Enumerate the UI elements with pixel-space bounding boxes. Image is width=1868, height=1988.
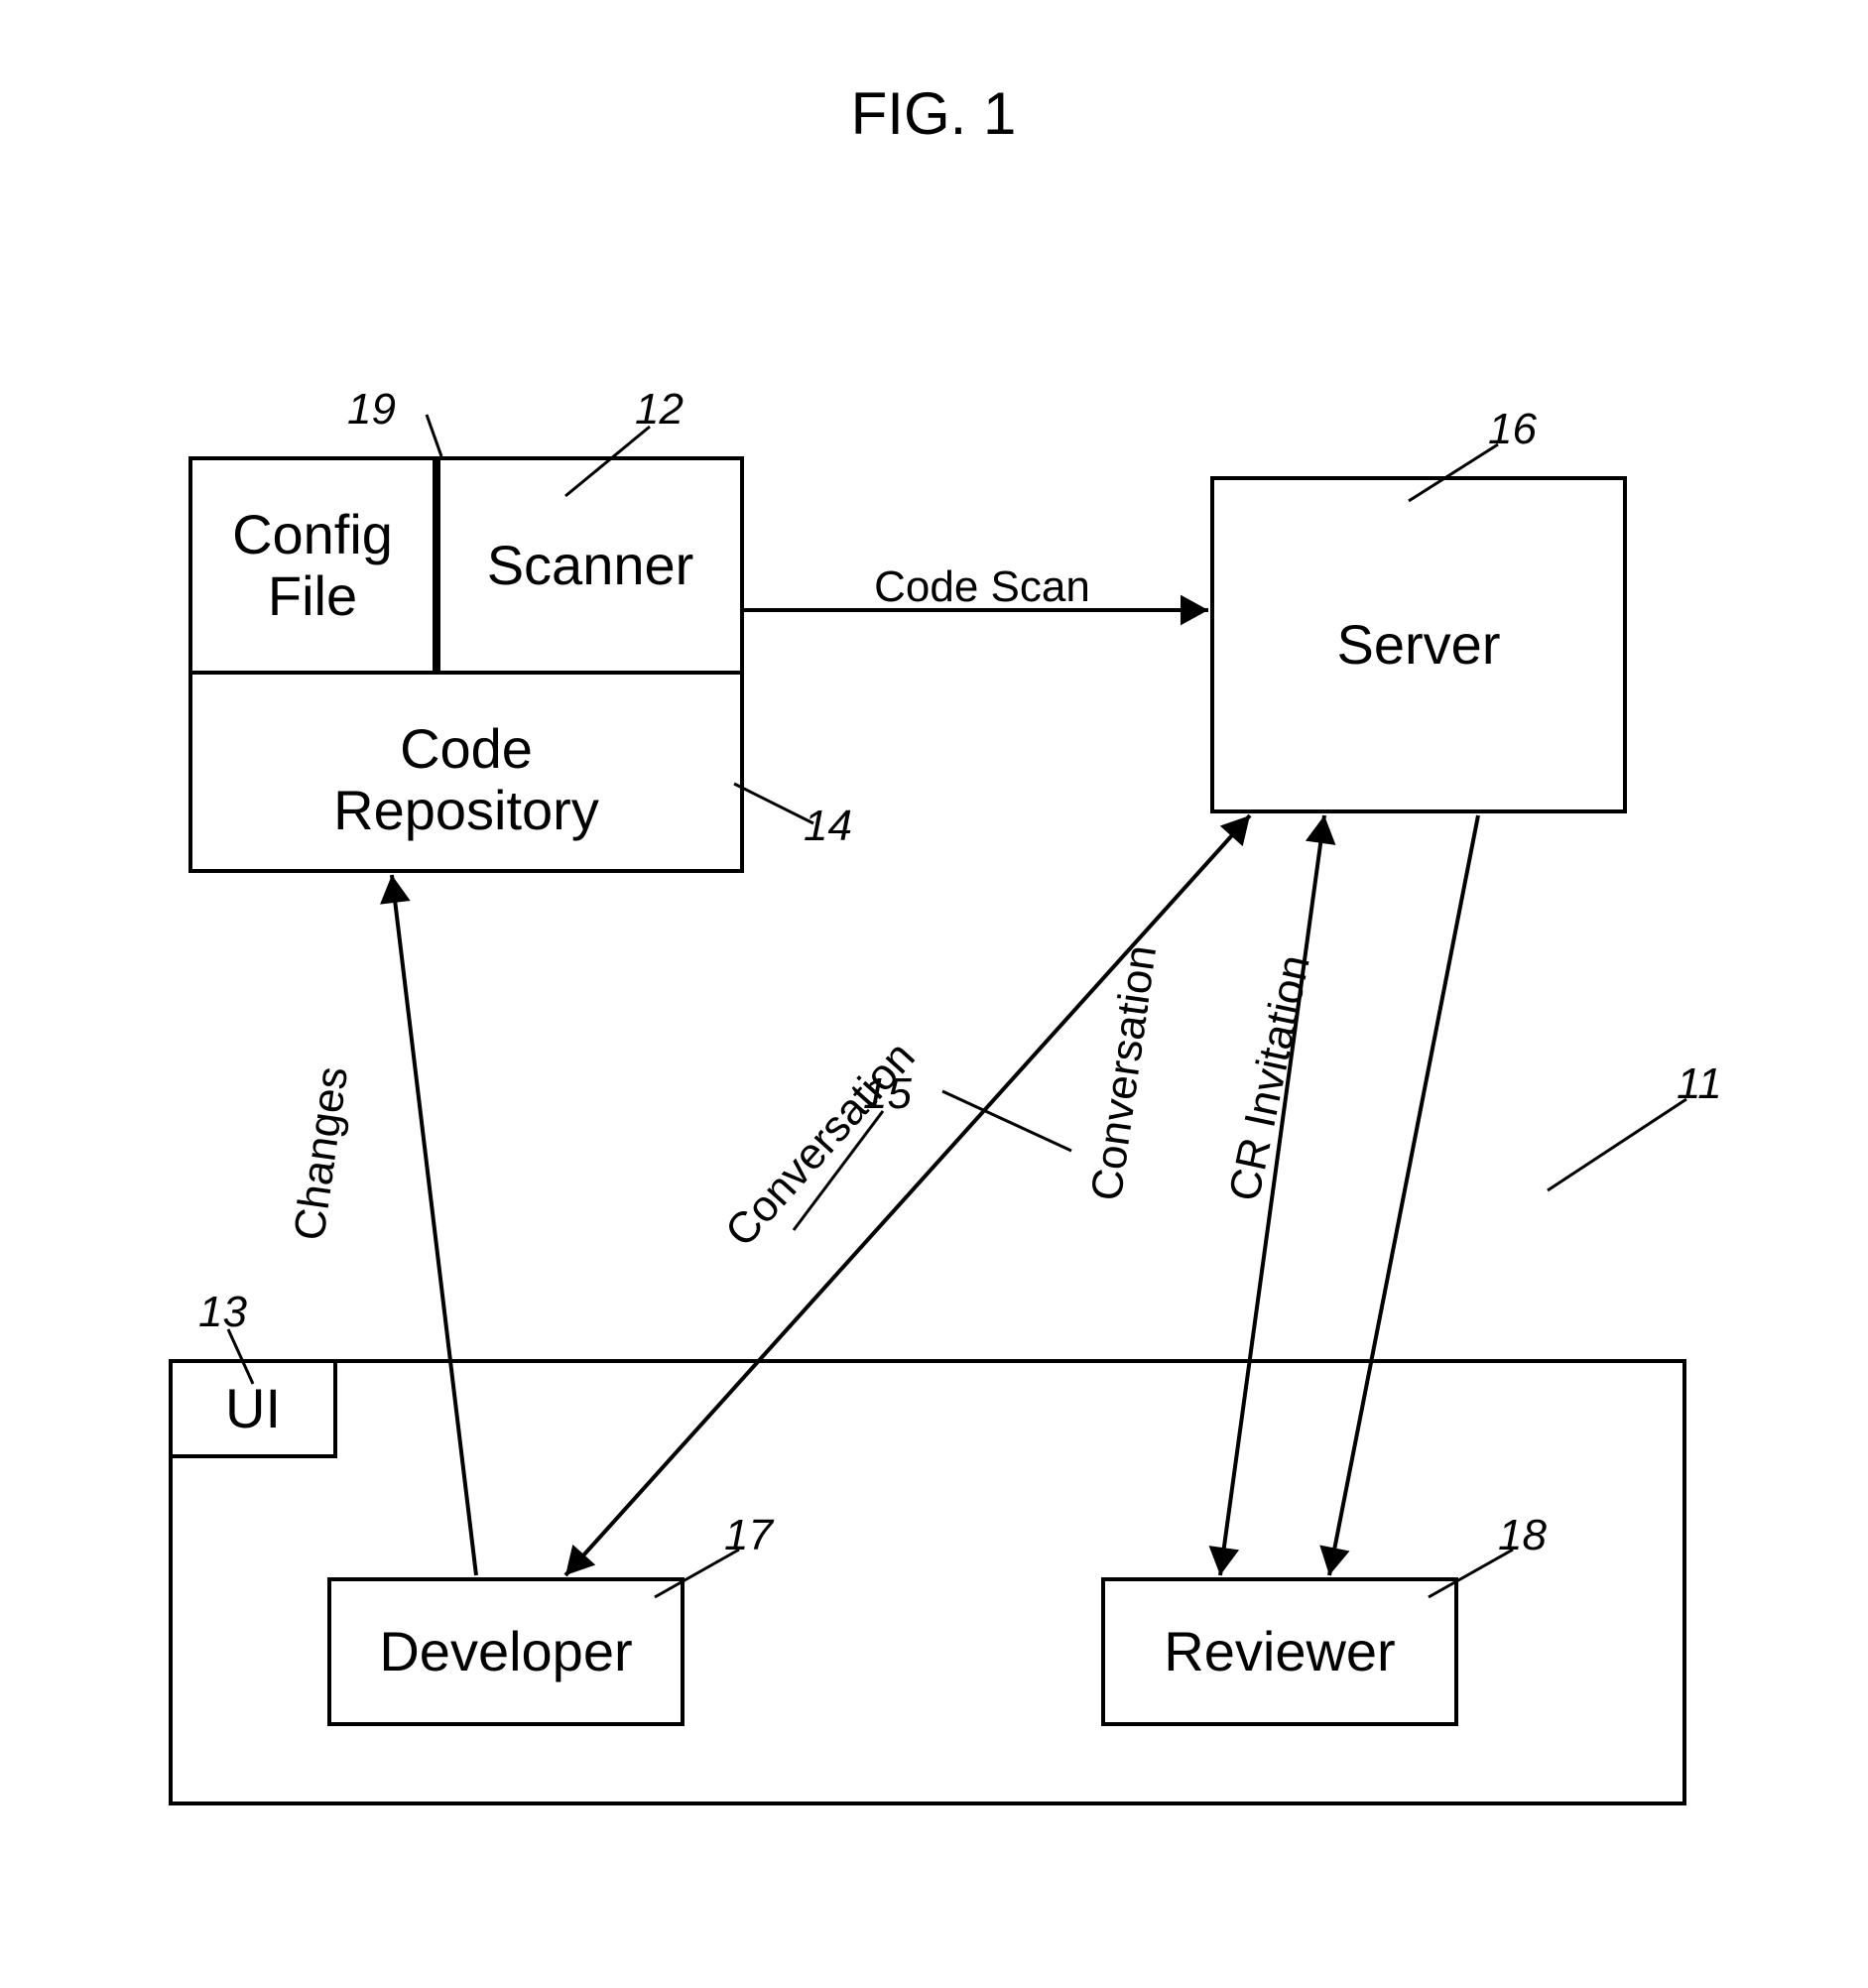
- reviewer-box: Reviewer: [1101, 1577, 1458, 1726]
- ref-16: 16: [1488, 405, 1537, 454]
- developer-box: Developer: [327, 1577, 685, 1726]
- edge-label-conversation-reviewer: Conversation: [1082, 942, 1168, 1204]
- figure-title: FIG. 1: [814, 79, 1053, 148]
- scanner-label: Scanner: [487, 535, 694, 596]
- figure-stage: FIG. 1 Config File Scanner Code Reposito…: [0, 0, 1868, 1988]
- developer-label: Developer: [379, 1621, 632, 1682]
- config-file-box: Config File: [188, 456, 436, 675]
- server-box: Server: [1210, 476, 1627, 813]
- code-repository-label: Code Repository: [268, 718, 665, 840]
- config-file-label: Config File: [192, 504, 433, 626]
- server-label: Server: [1337, 614, 1501, 676]
- scanner-box: Scanner: [436, 456, 744, 675]
- edge-label-cr-invitation: CR Invitation: [1220, 950, 1320, 1205]
- ref-18: 18: [1498, 1511, 1547, 1560]
- edge-label-code-scan: Code Scan: [874, 562, 1090, 612]
- ref-17: 17: [724, 1511, 773, 1560]
- ref-11: 11: [1677, 1059, 1722, 1109]
- ref-12: 12: [635, 385, 684, 435]
- ref-14: 14: [804, 802, 852, 851]
- edge-label-conversation-developer: Conversation: [716, 1033, 926, 1257]
- edge-label-changes: Changes: [285, 1063, 358, 1243]
- ref-19: 19: [347, 385, 396, 435]
- ref-13: 13: [198, 1288, 247, 1337]
- ui-tab-label: UI: [225, 1378, 281, 1439]
- ui-tab: UI: [169, 1359, 337, 1458]
- reviewer-label: Reviewer: [1164, 1621, 1395, 1682]
